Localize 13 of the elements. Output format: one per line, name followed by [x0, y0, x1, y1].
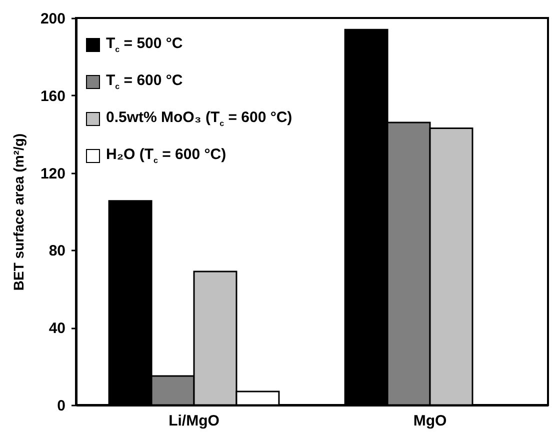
x-tick-label: MgO — [413, 412, 447, 430]
legend-label: 0.5wt% MoO₃ (T$_{c}$ = 600 °C) — [106, 109, 292, 128]
y-tick-label: 160 — [40, 88, 66, 105]
legend-label: T$_{c}$ = 500 °C — [106, 35, 183, 54]
y-axis-title: BET surface area (m²/g) — [10, 133, 26, 291]
x-tick-label: Li/MgO — [168, 412, 220, 430]
y-tick-label: 40 — [48, 320, 66, 338]
y-tick-label: 200 — [40, 10, 66, 28]
y-tick-label: 120 — [40, 165, 66, 182]
legend-label: H₂O (T$_{c}$ = 600 °C) — [106, 146, 226, 165]
y-tick-label: 80 — [48, 242, 66, 260]
y-tick-label: 0 — [57, 398, 66, 414]
legend-label: T$_{c}$ = 600 °C — [106, 72, 183, 91]
